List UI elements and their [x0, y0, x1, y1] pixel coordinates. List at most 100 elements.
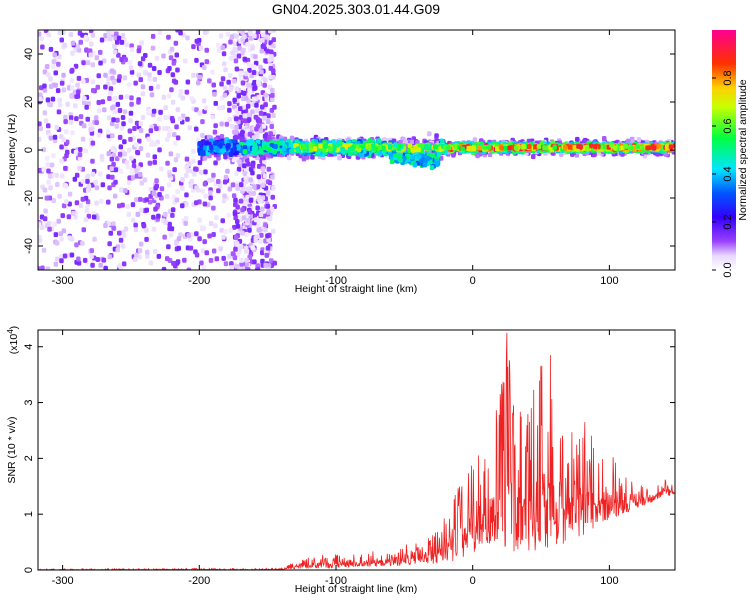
- heatmap-cell: [64, 153, 69, 159]
- heatmap-cell: [91, 210, 96, 216]
- heatmap-cell: [117, 74, 122, 80]
- heatmap-cell: [180, 95, 186, 101]
- heatmap-cell: [56, 218, 61, 224]
- heatmap-cell: [57, 102, 63, 108]
- heatmap-cell: [119, 187, 124, 193]
- heatmap-cell: [247, 117, 252, 123]
- heatmap-cell: [203, 169, 208, 175]
- heatmap-cell: [184, 192, 189, 198]
- heatmap-cell: [111, 97, 116, 103]
- heatmap-cell: [245, 266, 250, 270]
- heatmap-cell: [81, 79, 86, 85]
- heatmap-cell: [252, 184, 257, 190]
- heatmap-cell: [245, 194, 250, 200]
- heatmap-cell: [112, 109, 118, 115]
- heatmap-cell: [211, 172, 216, 178]
- heatmap-cell: [94, 115, 99, 121]
- heatmap-cell: [261, 123, 266, 129]
- heatmap-cell: [65, 101, 70, 107]
- heatmap-cell: [76, 47, 82, 53]
- heatmap-cell: [74, 116, 79, 122]
- heatmap-cell: [97, 128, 103, 134]
- heatmap-cell: [200, 119, 205, 125]
- heatmap-cell: [74, 242, 79, 248]
- heatmap-cell: [261, 182, 266, 188]
- heatmap-cell: [220, 104, 225, 110]
- heatmap-cell: [118, 237, 124, 243]
- heatmap-cell: [251, 70, 257, 75]
- heatmap-cell: [271, 185, 276, 191]
- heatmap-cell: [147, 76, 152, 82]
- heatmap-cell: [171, 260, 176, 266]
- heatmap-cell: [48, 102, 53, 108]
- heatmap-cell: [168, 151, 174, 157]
- heatmap-cell: [117, 263, 122, 269]
- heatmap-cell: [200, 188, 205, 194]
- heatmap-cell: [207, 78, 212, 84]
- heatmap-cell: [310, 154, 315, 160]
- heatmap-cell: [239, 244, 244, 250]
- heatmap-cell: [69, 78, 75, 83]
- heatmap-cell: [103, 223, 108, 228]
- heatmap-cell: [221, 51, 227, 57]
- heatmap-cell: [140, 91, 146, 97]
- heatmap-cell: [170, 72, 176, 78]
- heatmap-cell: [214, 256, 220, 262]
- heatmap-cell: [133, 80, 138, 86]
- heatmap-cell: [216, 43, 221, 48]
- heatmap-cell: [106, 32, 112, 38]
- heatmap-cell: [123, 226, 129, 232]
- heatmap-cell: [203, 193, 208, 199]
- heatmap-cell: [197, 217, 202, 223]
- heatmap-cell: [182, 257, 187, 263]
- heatmap-cell: [234, 86, 240, 92]
- heatmap-cell: [100, 99, 106, 105]
- heatmap-cell: [109, 68, 115, 74]
- heatmap-cell: [135, 149, 140, 155]
- heatmap-cell: [40, 265, 45, 270]
- heatmap-cell: [255, 30, 261, 35]
- heatmap-cell: [111, 152, 117, 158]
- heatmap-cell: [89, 254, 94, 259]
- heatmap-cell: [245, 186, 251, 192]
- heatmap-cell: [116, 35, 122, 41]
- heatmap-cell: [96, 73, 101, 79]
- heatmap-cell: [62, 42, 68, 48]
- heatmap-cell: [270, 92, 275, 98]
- heatmap-cell: [184, 173, 189, 178]
- heatmap-cell: [131, 163, 137, 169]
- heatmap-cell: [427, 131, 432, 137]
- heatmap-cell: [174, 52, 179, 58]
- heatmap-cell: [238, 70, 244, 76]
- heatmap-cell: [96, 132, 102, 138]
- heatmap-cell: [264, 58, 269, 64]
- heatmap-cell: [120, 243, 126, 249]
- heatmap-cell: [175, 135, 181, 141]
- heatmap-cell: [251, 190, 256, 196]
- heatmap-cell: [151, 190, 157, 196]
- heatmap-cell: [111, 79, 117, 85]
- heatmap-cell: [84, 77, 89, 83]
- heatmap-cell: [222, 61, 227, 67]
- heatmap-cell: [265, 190, 271, 196]
- heatmap-cell: [145, 249, 150, 255]
- heatmap-cell: [166, 93, 172, 99]
- heatmap-cell: [138, 77, 143, 83]
- heatmap-cell: [212, 91, 217, 97]
- heatmap-cell: [117, 108, 123, 113]
- heatmap-cell: [59, 254, 64, 260]
- heatmap-cell: [211, 82, 216, 88]
- heatmap-cell: [50, 96, 56, 102]
- heatmap-cell: [57, 54, 62, 60]
- heatmap-cell: [238, 198, 244, 204]
- heatmap-cell: [53, 232, 59, 238]
- heatmap-cell: [169, 87, 174, 93]
- heatmap-cell: [144, 227, 149, 233]
- heatmap-cell: [194, 38, 200, 44]
- heatmap-cell: [106, 151, 111, 157]
- heatmap-cell: [95, 84, 100, 90]
- heatmap-cell: [163, 219, 168, 225]
- heatmap-cell: [194, 126, 199, 132]
- heatmap-cell: [216, 105, 222, 111]
- heatmap-cell: [138, 207, 144, 213]
